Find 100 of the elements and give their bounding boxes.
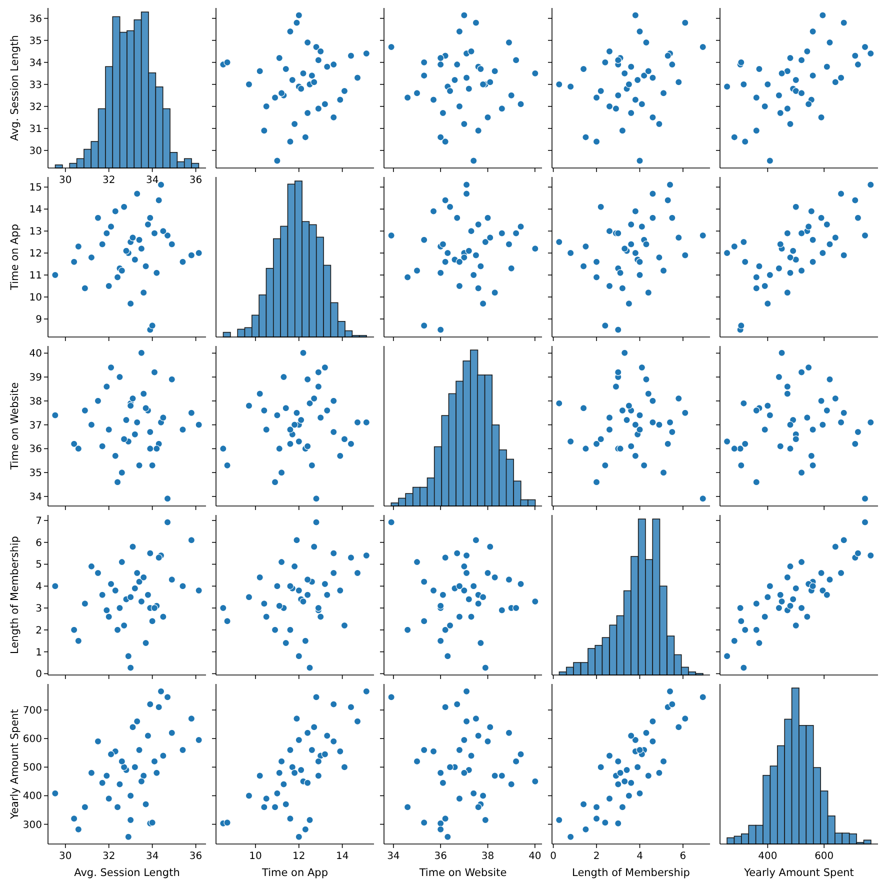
y-axis-title: Time on Website — [9, 382, 21, 471]
point — [730, 445, 738, 452]
x-tick-label: 36 — [189, 175, 202, 186]
x-axis-title: Time on Website — [418, 867, 507, 879]
point — [582, 242, 590, 250]
point — [723, 249, 731, 257]
point — [276, 445, 283, 452]
point — [138, 598, 146, 606]
point — [556, 238, 563, 246]
point — [420, 818, 428, 826]
point — [482, 238, 490, 246]
point — [362, 552, 370, 560]
point — [122, 247, 130, 254]
point — [861, 518, 869, 526]
point — [632, 736, 640, 744]
point — [271, 626, 279, 634]
point — [468, 613, 475, 620]
point — [632, 12, 640, 19]
point — [98, 779, 106, 786]
x-tick-label: 36 — [434, 851, 447, 862]
point — [640, 72, 648, 80]
point — [262, 613, 270, 620]
point — [597, 87, 604, 95]
point — [136, 746, 143, 754]
point — [675, 394, 682, 402]
point — [321, 580, 329, 588]
point — [778, 349, 786, 357]
point — [638, 364, 646, 372]
point — [282, 639, 290, 647]
point — [271, 478, 279, 486]
y-tick-label: 500 — [22, 762, 42, 774]
y-tick-label: 39 — [29, 372, 42, 384]
point — [738, 462, 745, 470]
point — [164, 694, 172, 701]
point — [304, 576, 312, 584]
point — [420, 72, 428, 80]
point — [160, 613, 167, 620]
point — [809, 426, 816, 434]
point — [74, 637, 82, 644]
point — [290, 562, 298, 570]
point — [465, 247, 472, 254]
point — [278, 758, 286, 766]
x-tick-label: 4 — [636, 851, 643, 862]
point — [118, 558, 126, 566]
point — [778, 598, 786, 606]
point — [660, 758, 668, 766]
point — [98, 442, 106, 450]
point — [776, 591, 784, 598]
point — [644, 390, 652, 398]
point — [786, 269, 794, 276]
point — [321, 100, 329, 108]
point — [336, 586, 344, 594]
point — [675, 234, 682, 242]
point — [682, 409, 689, 416]
point — [656, 769, 663, 776]
point — [614, 326, 622, 334]
point — [460, 586, 468, 594]
point — [136, 462, 143, 470]
point — [636, 412, 644, 419]
point — [444, 249, 452, 257]
point — [112, 586, 119, 594]
point — [852, 52, 859, 60]
point — [792, 436, 800, 443]
point — [330, 114, 338, 121]
point — [262, 426, 270, 434]
point — [668, 700, 676, 708]
point — [602, 58, 609, 66]
point — [628, 240, 635, 248]
point — [324, 406, 331, 414]
point — [468, 48, 475, 55]
point — [362, 50, 370, 58]
point — [224, 462, 231, 470]
point — [413, 267, 421, 274]
point — [840, 536, 848, 544]
point — [470, 790, 478, 798]
point — [505, 576, 513, 584]
point — [312, 494, 320, 502]
point — [300, 349, 307, 357]
x-tick-label: 32 — [102, 851, 116, 862]
point — [756, 65, 763, 73]
point — [642, 38, 650, 46]
point — [462, 569, 470, 577]
point — [786, 120, 794, 128]
point — [517, 750, 524, 758]
point — [508, 92, 515, 99]
point — [354, 418, 362, 426]
point — [245, 593, 253, 601]
point — [638, 223, 646, 230]
point — [317, 414, 324, 422]
point — [798, 558, 806, 566]
y-tick-label: 35 — [29, 468, 42, 480]
point — [340, 87, 348, 95]
point — [278, 468, 286, 476]
point — [297, 766, 305, 774]
point — [592, 804, 600, 811]
point — [94, 569, 102, 577]
y-tick-label: 700 — [22, 706, 42, 716]
point — [808, 452, 816, 460]
point — [621, 778, 628, 786]
point — [442, 814, 449, 822]
